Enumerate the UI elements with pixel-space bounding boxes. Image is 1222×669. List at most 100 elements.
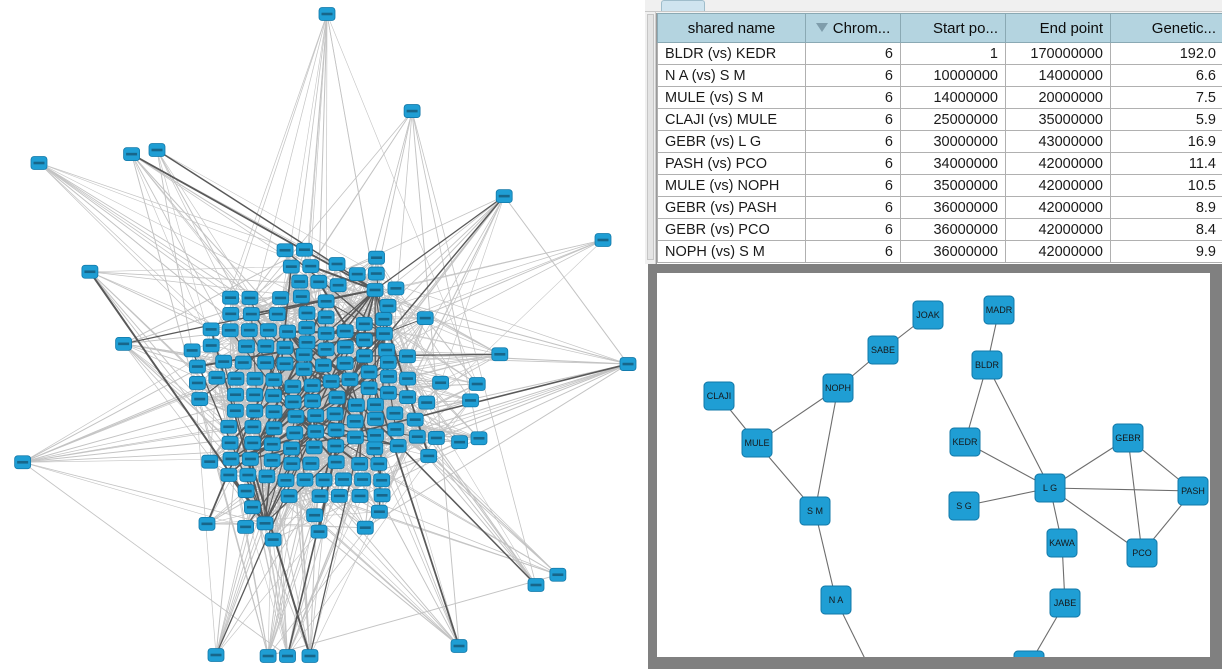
network-node[interactable] — [403, 104, 421, 118]
network-node[interactable] — [241, 291, 259, 305]
network-edge[interactable] — [986, 364, 1051, 489]
network-node[interactable] — [221, 323, 239, 338]
network-node[interactable] — [259, 649, 277, 663]
network-node[interactable] — [367, 266, 385, 281]
network-node[interactable] — [420, 449, 438, 463]
network-node[interactable] — [183, 343, 201, 358]
network-node[interactable] — [399, 371, 417, 386]
column-header-shared-name[interactable]: shared name — [657, 13, 806, 43]
node-shape[interactable] — [949, 427, 981, 457]
network-node[interactable]: S M — [799, 496, 831, 526]
network-edge[interactable] — [376, 257, 441, 383]
node-shape[interactable] — [983, 295, 1015, 325]
network-node[interactable] — [202, 322, 220, 337]
network-node[interactable] — [311, 489, 329, 504]
network-node[interactable] — [221, 435, 239, 450]
network-node[interactable] — [201, 454, 219, 469]
network-edge[interactable] — [325, 239, 604, 350]
network-node[interactable] — [302, 259, 320, 274]
column-header-chromosome[interactable]: Chrom... — [805, 13, 901, 43]
network-edge[interactable] — [206, 511, 380, 525]
network-edge[interactable] — [250, 13, 328, 315]
network-node[interactable] — [373, 488, 391, 503]
network-node[interactable] — [305, 440, 323, 455]
network-edge[interactable] — [376, 273, 441, 383]
node-shape[interactable] — [971, 350, 1003, 380]
network-node[interactable] — [279, 324, 297, 339]
network-node[interactable] — [380, 369, 397, 384]
network-node[interactable] — [370, 456, 388, 471]
network-node[interactable] — [354, 472, 371, 487]
network-node[interactable] — [14, 455, 32, 470]
network-node[interactable] — [287, 409, 305, 424]
network-edge[interactable] — [417, 436, 559, 575]
network-node[interactable]: JABE — [1049, 588, 1081, 618]
network-node[interactable]: MULE — [741, 428, 773, 458]
network-edge[interactable] — [38, 162, 302, 297]
network-node[interactable] — [208, 370, 226, 385]
network-node[interactable] — [222, 290, 239, 305]
network-edge[interactable] — [22, 458, 232, 463]
network-node[interactable] — [239, 468, 257, 482]
network-edge[interactable] — [206, 522, 266, 525]
network-node[interactable] — [317, 310, 335, 325]
network-node[interactable]: L G — [1034, 473, 1066, 503]
column-header-genetic[interactable]: Genetic... — [1110, 13, 1222, 43]
network-node[interactable] — [240, 323, 258, 338]
network-node[interactable] — [317, 342, 335, 357]
network-edge[interactable] — [295, 415, 337, 463]
network-node[interactable] — [258, 469, 276, 484]
network-node[interactable] — [347, 430, 364, 445]
network-node[interactable] — [327, 423, 345, 437]
node-shape[interactable] — [703, 381, 735, 411]
node-shape[interactable] — [799, 496, 831, 526]
network-node[interactable] — [298, 306, 316, 320]
network-node[interactable] — [295, 362, 313, 377]
network-node[interactable]: N A — [820, 585, 852, 615]
network-edge[interactable] — [411, 110, 480, 439]
network-node[interactable] — [227, 371, 245, 386]
network-edge[interactable] — [206, 495, 321, 525]
network-edge[interactable] — [287, 356, 408, 657]
network-edge[interactable] — [1049, 487, 1194, 492]
network-edge[interactable] — [374, 195, 505, 291]
network-node[interactable] — [328, 257, 346, 271]
network-node[interactable] — [202, 338, 220, 353]
network-node[interactable] — [495, 189, 513, 204]
network-node[interactable] — [336, 324, 354, 339]
network-node[interactable] — [265, 404, 283, 419]
network-node[interactable]: GEBR — [1112, 423, 1144, 453]
network-edge[interactable] — [131, 153, 292, 449]
network-node[interactable] — [234, 355, 252, 370]
network-node[interactable] — [351, 489, 369, 503]
network-node[interactable]: NOPH — [822, 373, 854, 403]
network-node[interactable]: ALMCH — [1013, 650, 1045, 657]
network-edge[interactable] — [375, 195, 505, 420]
network-node[interactable] — [355, 316, 373, 331]
network-node[interactable] — [265, 372, 283, 387]
network-edge[interactable] — [334, 413, 460, 647]
network-node[interactable] — [549, 567, 567, 582]
network-edge[interactable] — [249, 249, 286, 299]
network-node[interactable]: KEDR — [949, 427, 981, 457]
network-node[interactable] — [257, 339, 275, 354]
network-edge[interactable] — [425, 317, 629, 365]
network-node[interactable] — [368, 250, 385, 265]
network-node[interactable] — [379, 298, 397, 313]
network-node[interactable] — [356, 520, 374, 535]
network-node[interactable] — [237, 484, 255, 498]
network-edge[interactable] — [267, 574, 558, 657]
network-node[interactable] — [242, 452, 259, 466]
results-table-panel[interactable]: shared name Chrom... Start po... — [645, 0, 1222, 264]
network-edge[interactable] — [249, 458, 311, 657]
network-node[interactable]: PCO — [1126, 538, 1158, 568]
network-node[interactable] — [348, 267, 366, 281]
network-node[interactable] — [265, 421, 283, 436]
network-node[interactable] — [468, 377, 486, 391]
network-node[interactable] — [317, 294, 335, 309]
network-node[interactable] — [115, 336, 133, 351]
network-node[interactable] — [336, 356, 354, 371]
main-network-canvas[interactable] — [0, 0, 645, 669]
network-edge[interactable] — [287, 331, 537, 586]
